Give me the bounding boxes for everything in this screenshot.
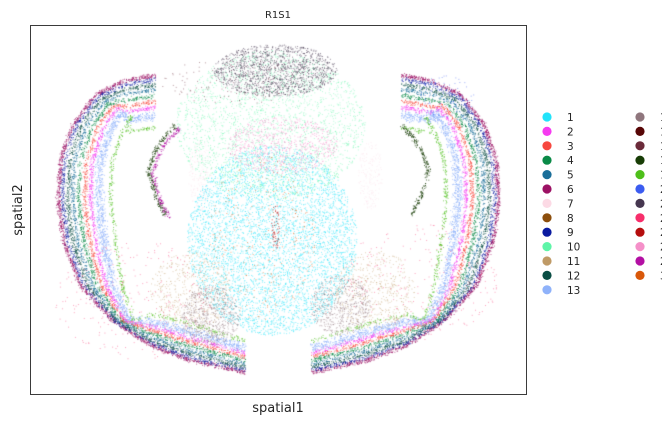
legend-label-10: 10 (567, 242, 580, 254)
legend-label-11: 11 (567, 256, 580, 268)
legend-marker-13 (542, 285, 551, 294)
legend-label-13: 13 (567, 285, 580, 297)
legend-label-7: 7 (567, 198, 574, 210)
legend-marker-15 (635, 127, 644, 136)
legend-label-8: 8 (567, 213, 574, 225)
legend-marker-30 (635, 271, 644, 280)
legend-marker-8 (542, 213, 551, 222)
legend-marker-22 (635, 213, 644, 222)
legend-marker-19 (635, 170, 644, 179)
y-axis-label: spatial2 (11, 184, 26, 236)
legend-marker-1 (542, 112, 551, 121)
legend-marker-12 (542, 271, 551, 280)
legend-marker-10 (542, 242, 551, 251)
legend-marker-20 (635, 184, 644, 193)
legend-marker-2 (542, 127, 551, 136)
legend-marker-24 (635, 228, 644, 237)
x-axis-label: spatial1 (252, 401, 304, 416)
legend-marker-11 (542, 256, 551, 265)
legend-marker-5 (542, 170, 551, 179)
legend-marker-21 (635, 199, 644, 208)
legend-marker-17 (635, 141, 644, 150)
legend-label-2: 2 (567, 126, 574, 138)
chart-title: R1S1 (265, 10, 291, 21)
legend-label-3: 3 (567, 141, 574, 153)
legend-label-12: 12 (567, 270, 580, 282)
legend-marker-3 (542, 141, 551, 150)
scatter-points (31, 26, 526, 394)
legend-label-4: 4 (567, 155, 574, 167)
scatter-raster (31, 26, 526, 394)
legend-marker-29 (635, 256, 644, 265)
legend-marker-4 (542, 156, 551, 165)
legend-marker-7 (542, 199, 551, 208)
legend-marker-18 (635, 156, 644, 165)
legend-marker-28 (635, 242, 644, 251)
legend-label-6: 6 (567, 184, 574, 196)
legend-label-5: 5 (567, 170, 574, 182)
legend-marker-9 (542, 228, 551, 237)
legend-label-9: 9 (567, 227, 574, 239)
legend-marker-14 (635, 112, 644, 121)
legend-marker-6 (542, 184, 551, 193)
legend-label-1: 1 (567, 112, 574, 124)
legend: 1234567891011121314151718192021222428293… (542, 112, 662, 297)
